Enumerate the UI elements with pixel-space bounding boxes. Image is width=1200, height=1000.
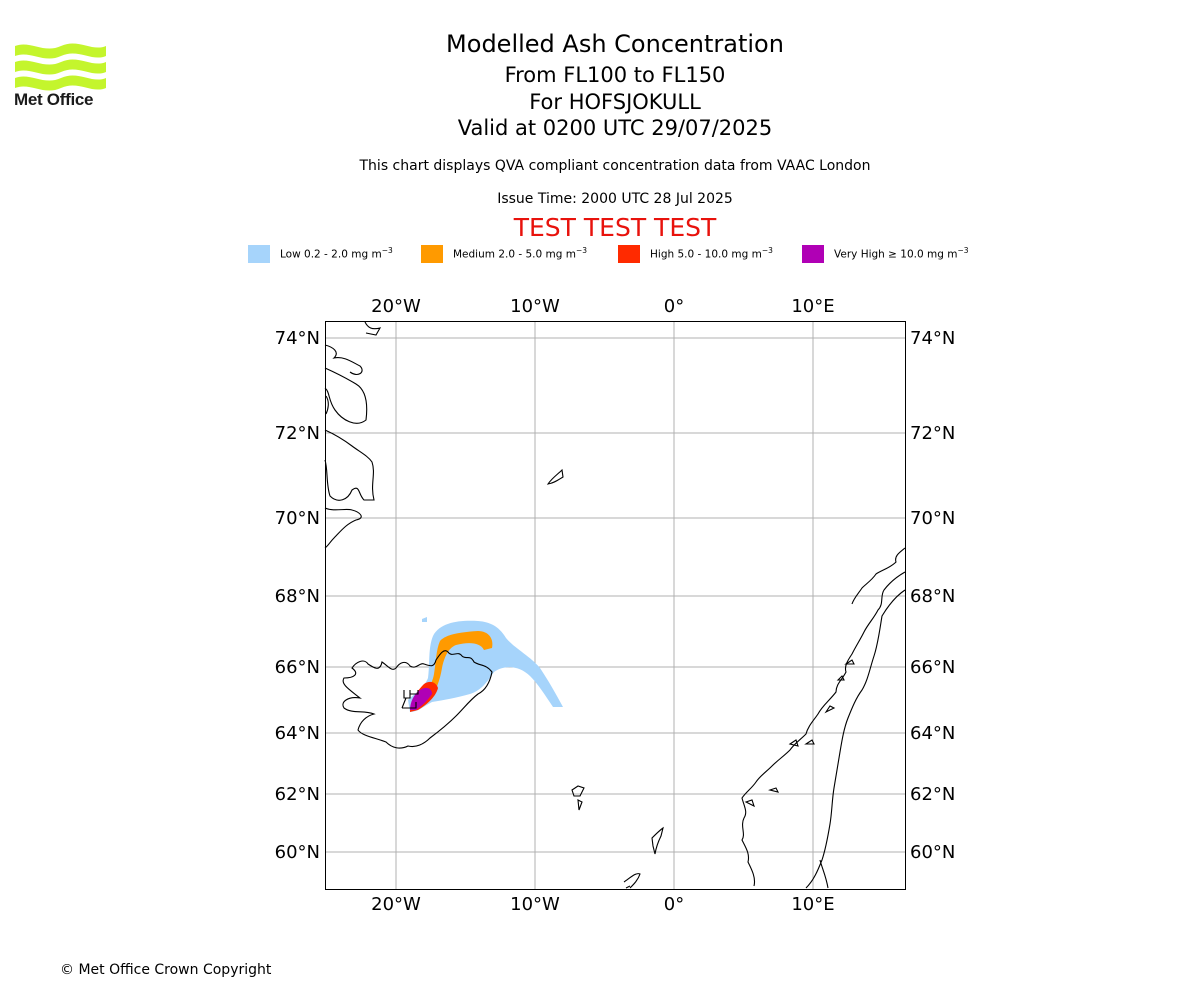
lat-label-left: 60°N <box>275 842 320 863</box>
lat-label-right: 74°N <box>910 328 955 349</box>
legend-unit-exponent: −3 <box>761 246 773 255</box>
lat-label-right: 72°N <box>910 423 955 444</box>
legend-label-high: High 5.0 - 10.0 mg m <box>650 248 762 261</box>
legend-unit-exponent: −3 <box>957 246 969 255</box>
legend-label-very-high: Very High ≥ 10.0 mg m <box>834 248 958 261</box>
legend-label-low: Low 0.2 - 2.0 mg m <box>280 248 382 261</box>
coastline-jan-mayen <box>546 468 564 485</box>
chart-title: Modelled Ash Concentration <box>446 30 784 58</box>
lat-label-right: 60°N <box>910 842 955 863</box>
coastline-greenland <box>324 321 382 549</box>
lat-label-left: 70°N <box>275 508 320 529</box>
coastline-scotland <box>623 873 641 889</box>
legend-swatch-very-high <box>802 245 824 263</box>
coastlines <box>324 321 906 889</box>
lon-label-top: 0° <box>664 296 684 317</box>
legend-label-medium: Medium 2.0 - 5.0 mg m <box>453 248 576 261</box>
lon-labels-bottom: 20°W 10°W 0° 10°E <box>371 894 834 915</box>
legend-swatch-high <box>618 245 640 263</box>
lat-label-left: 62°N <box>275 784 320 805</box>
copyright-notice: © Met Office Crown Copyright <box>60 962 272 978</box>
lat-label-right: 62°N <box>910 784 955 805</box>
map-frame <box>325 321 906 890</box>
lat-label-left: 74°N <box>275 328 320 349</box>
lon-label-top: 20°W <box>371 296 421 317</box>
lon-label-top: 10°W <box>510 296 560 317</box>
coastline-faroe-islands <box>571 785 585 811</box>
lat-label-right: 68°N <box>910 586 955 607</box>
legend-swatch-low <box>248 245 270 263</box>
lat-labels-left: 74°N 72°N 70°N 68°N 66°N 64°N 62°N 60°N <box>275 328 320 863</box>
lon-label-top: 10°E <box>791 296 834 317</box>
met-office-logo <box>15 43 106 91</box>
lat-label-left: 72°N <box>275 423 320 444</box>
map-gridlines <box>325 321 905 889</box>
legend-unit-exponent: −3 <box>575 246 588 255</box>
lat-label-right: 70°N <box>910 508 955 529</box>
legend-unit-exponent: −3 <box>381 246 393 255</box>
lat-label-left: 66°N <box>275 657 320 678</box>
coastline-norway <box>741 547 906 889</box>
legend-swatch-medium <box>421 245 443 263</box>
lon-label-bottom: 10°E <box>791 894 834 915</box>
volcano-name: For HOFSJOKULL <box>529 90 701 114</box>
test-banner: TEST TEST TEST <box>513 213 717 242</box>
volcano-marker <box>401 690 419 709</box>
valid-time: Valid at 0200 UTC 29/07/2025 <box>457 116 773 140</box>
lon-labels-top: 20°W 10°W 0° 10°E <box>371 296 834 317</box>
lat-label-left: 68°N <box>275 586 320 607</box>
coastline-iceland <box>342 650 493 749</box>
lon-label-bottom: 0° <box>664 894 684 915</box>
met-office-logo-text: Met Office <box>14 90 94 109</box>
chart-description: This chart displays QVA compliant concen… <box>359 158 871 174</box>
lat-label-left: 64°N <box>275 723 320 744</box>
flight-level-range: From FL100 to FL150 <box>504 63 726 87</box>
ash-plume-medium <box>420 631 493 706</box>
lat-label-right: 66°N <box>910 657 955 678</box>
lon-label-bottom: 20°W <box>371 894 421 915</box>
issue-time: Issue Time: 2000 UTC 28 Jul 2025 <box>497 191 733 207</box>
lon-label-bottom: 10°W <box>510 894 560 915</box>
coastline-shetland <box>651 826 664 855</box>
lat-label-right: 64°N <box>910 723 955 744</box>
ash-plume-low-fragment <box>422 617 427 622</box>
lat-labels-right: 74°N 72°N 70°N 68°N 66°N 64°N 62°N 60°N <box>910 328 955 863</box>
coastline-norway-islands <box>744 659 855 808</box>
